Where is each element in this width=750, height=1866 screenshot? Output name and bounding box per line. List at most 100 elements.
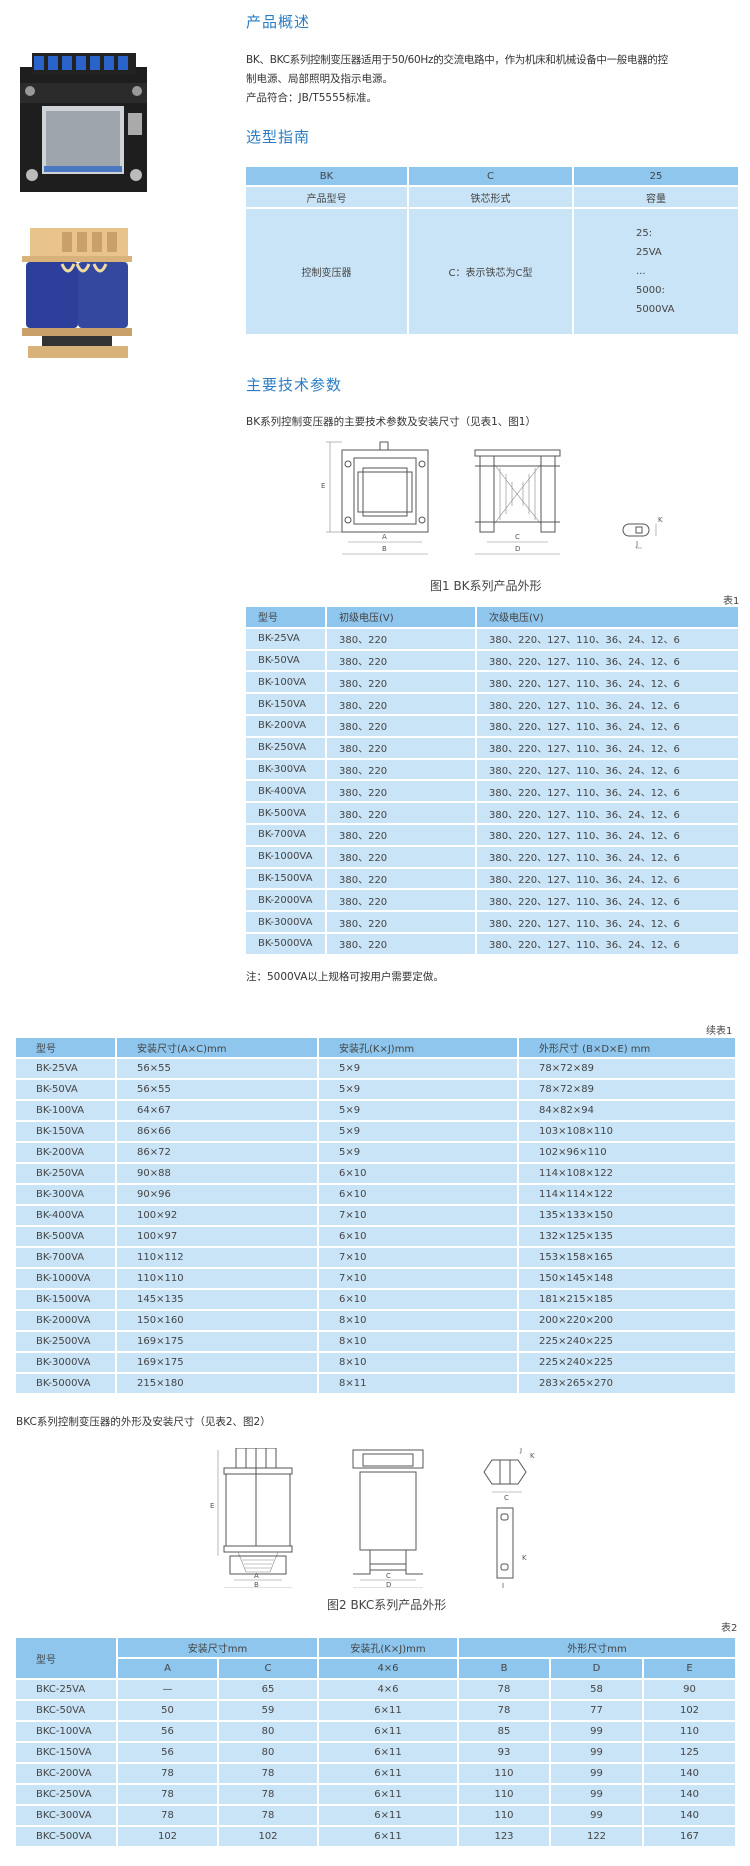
cell-value: 380、220、127、110、36、24、12、6 bbox=[477, 869, 738, 891]
col-header-mount-hole: 安装孔(K×J)mm bbox=[319, 1038, 519, 1059]
label-c: C bbox=[515, 533, 520, 541]
sub-header-c: C bbox=[219, 1659, 319, 1680]
table-row: BK-1500VA 145×135 6×10 181×215×185 bbox=[16, 1290, 735, 1311]
cell-value: 77 bbox=[551, 1701, 644, 1722]
sub-header-d: D bbox=[551, 1659, 644, 1680]
cell-model: BK-150VA bbox=[16, 1122, 117, 1143]
cell-model: BK-1000VA bbox=[246, 846, 327, 869]
table-row: BK-150VA 380、220 380、220、127、110、36、24、12、… bbox=[246, 694, 738, 716]
cell-value: 110 bbox=[459, 1785, 551, 1806]
cell-value: 380、220 bbox=[327, 672, 477, 695]
col-header-mount-hole: 安装孔(K×J)mm bbox=[319, 1638, 459, 1659]
cell-value: 6×11 bbox=[319, 1743, 459, 1764]
cell-value: 4×6 bbox=[319, 1680, 459, 1701]
table-row: BK-50VA 380、220 380、220、127、110、36、24、12、6 bbox=[246, 650, 738, 673]
cell-value: 125 bbox=[644, 1743, 735, 1764]
table-row: BKC-50VA 50 59 6×11 78 77 102 bbox=[16, 1701, 735, 1722]
table-row: BK-300VA 380、220 380、220、127、110、36、24、12、… bbox=[246, 759, 738, 782]
table-row: BK-1000VA 110×110 7×10 150×145×148 bbox=[16, 1269, 735, 1290]
cell-value: 140 bbox=[644, 1764, 735, 1785]
cell-model: BK-400VA bbox=[246, 781, 327, 804]
cell-value: 65 bbox=[219, 1680, 319, 1701]
cell-value: 380、220 bbox=[327, 694, 477, 716]
cell-value: 225×240×225 bbox=[519, 1332, 735, 1353]
label-e: E bbox=[210, 1502, 214, 1510]
cell-model: BK-3000VA bbox=[246, 912, 327, 934]
cell-model: BK-250VA bbox=[246, 737, 327, 760]
table-1: 型号 初级电压(V) 次级电压(V) BK-25VA 380、220 380、220… bbox=[246, 607, 738, 956]
cell-value: 169×175 bbox=[117, 1332, 319, 1353]
cell-model: BK-3000VA bbox=[16, 1353, 117, 1374]
label-k: K bbox=[522, 1554, 527, 1562]
header-product-type: 产品型号 bbox=[246, 187, 409, 209]
label-c: C bbox=[504, 1494, 509, 1502]
table-row: BK-5000VA 215×180 8×11 283×265×270 bbox=[16, 1374, 735, 1395]
cell-value: 7×10 bbox=[319, 1206, 519, 1227]
capacity-line: 25VA bbox=[636, 247, 662, 258]
cell-value: 150×160 bbox=[117, 1311, 319, 1332]
cell-value: 99 bbox=[551, 1764, 644, 1785]
cell-value: 140 bbox=[644, 1806, 735, 1827]
cell-model: BKC-250VA bbox=[16, 1785, 118, 1806]
cell-value: 78×72×89 bbox=[519, 1080, 735, 1101]
cell-value: 99 bbox=[551, 1743, 644, 1764]
cell-value: 380、220、127、110、36、24、12、6 bbox=[477, 847, 738, 869]
cell-value: 110×110 bbox=[117, 1269, 319, 1290]
cell-value: 6×10 bbox=[319, 1185, 519, 1206]
col-header-mount-size: 安装尺寸mm bbox=[118, 1638, 319, 1659]
overview-title: 产品概述 bbox=[246, 13, 311, 31]
value-type: 控制变压器 bbox=[246, 209, 409, 336]
cell-value: 380、220 bbox=[327, 868, 477, 891]
cell-value: 78 bbox=[459, 1680, 551, 1701]
cell-value: 181×215×185 bbox=[519, 1290, 735, 1311]
table-row: BK-250VA 380、220 380、220、127、110、36、24、12、… bbox=[246, 737, 738, 760]
col-header-mount-size: 安装尺寸(A×C)mm bbox=[117, 1038, 319, 1059]
capacity-line: 5000: bbox=[636, 285, 665, 296]
cell-value: 6×11 bbox=[319, 1806, 459, 1827]
cell-value: 380、220、127、110、36、24、12、6 bbox=[477, 934, 738, 956]
cell-value: 100×97 bbox=[117, 1227, 319, 1248]
overview-line-2: 制电源、局部照明及指示电源。 bbox=[246, 73, 393, 85]
cell-model: BK-700VA bbox=[246, 824, 327, 847]
sub-header-e: E bbox=[644, 1659, 735, 1680]
cell-value: 380、220 bbox=[327, 803, 477, 825]
table-1-continued: 型号 安装尺寸(A×C)mm 安装孔(K×J)mm 外形尺寸 (B×D×E) m… bbox=[16, 1038, 735, 1395]
figure-2-caption: 图2 BKC系列产品外形 bbox=[327, 1598, 447, 1612]
cell-value: 135×133×150 bbox=[519, 1206, 735, 1227]
cell-value: 102 bbox=[219, 1827, 319, 1848]
cell-value: 8×10 bbox=[319, 1311, 519, 1332]
cell-value: 90×88 bbox=[117, 1164, 319, 1185]
table-row: BK-100VA 64×67 5×9 84×82×94 bbox=[16, 1101, 735, 1122]
value-capacity: 25: 25VA ... 5000: 5000VA bbox=[574, 209, 738, 336]
table-row: BKC-25VA —65 4×6 78 58 90 bbox=[16, 1680, 735, 1701]
cell-model: BK-5000VA bbox=[246, 933, 327, 956]
table-row: BK-1500VA 380、220 380、220、127、110、36、24、12… bbox=[246, 868, 738, 891]
cell-value: 380、220 bbox=[327, 781, 477, 804]
cell-value: 56 bbox=[118, 1743, 219, 1764]
cell-value: 153×158×165 bbox=[519, 1248, 735, 1269]
cell-value: 102×96×110 bbox=[519, 1143, 735, 1164]
selection-title: 选型指南 bbox=[246, 128, 311, 146]
cell-value: 78 bbox=[219, 1806, 319, 1827]
cell-value: 59 bbox=[219, 1701, 319, 1722]
cell-value: 380、220 bbox=[327, 737, 477, 760]
cell-value: 78×72×89 bbox=[519, 1059, 735, 1080]
cell-value: 283×265×270 bbox=[519, 1374, 735, 1395]
cell-model: BK-1500VA bbox=[246, 868, 327, 891]
table-row: BK-500VA 380、220 380、220、127、110、36、24、12、… bbox=[246, 803, 738, 825]
table-row: BK-400VA 380、220 380、220、127、110、36、24、12、… bbox=[246, 781, 738, 804]
table-row: BKC-250VA 78 78 6×11 110 99 140 bbox=[16, 1785, 735, 1806]
cell-value: 380、220、127、110、36、24、12、6 bbox=[477, 629, 738, 651]
cell-model: BKC-25VA bbox=[16, 1680, 118, 1701]
table-row: BK-300VA 90×96 6×10 114×114×122 bbox=[16, 1185, 735, 1206]
cell-model: BK-1000VA bbox=[16, 1269, 117, 1290]
cell-value: 215×180 bbox=[117, 1374, 319, 1395]
cell-model: BK-5000VA bbox=[16, 1374, 117, 1395]
cell-value: 110×112 bbox=[117, 1248, 319, 1269]
col-header-secondary-voltage: 次级电压(V) bbox=[477, 607, 738, 629]
table-1-label: 表1 bbox=[723, 596, 740, 607]
cell-value: 380、220、127、110、36、24、12、6 bbox=[477, 672, 738, 695]
cell-value: 6×10 bbox=[319, 1164, 519, 1185]
cell-value: 50 bbox=[118, 1701, 219, 1722]
cell-value: 5×9 bbox=[319, 1101, 519, 1122]
